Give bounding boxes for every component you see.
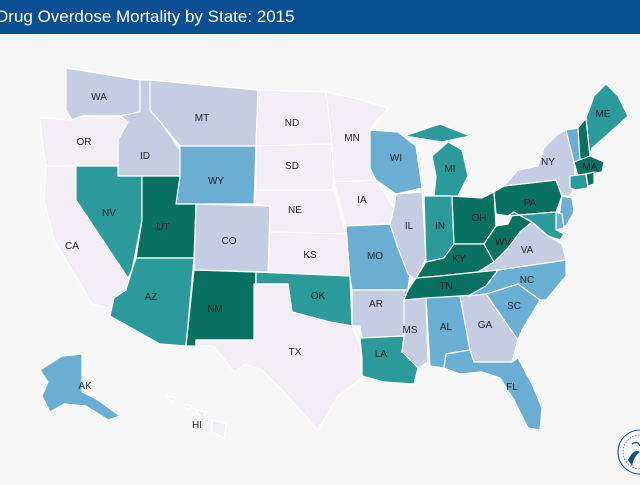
label-AZ: AZ — [145, 292, 158, 303]
label-ID: ID — [140, 151, 150, 162]
lake-superior — [388, 108, 450, 136]
label-AR: AR — [369, 299, 383, 310]
label-NV: NV — [102, 208, 116, 219]
state-MA[interactable] — [573, 155, 605, 177]
state-CT[interactable] — [569, 173, 589, 191]
label-IN: IN — [435, 221, 445, 232]
label-TN: TN — [439, 281, 452, 292]
label-KS: KS — [303, 250, 317, 261]
label-AL: AL — [440, 322, 453, 333]
state-RI[interactable] — [585, 171, 595, 187]
label-ND: ND — [285, 118, 299, 129]
label-AK: AK — [78, 381, 92, 392]
label-MN: MN — [344, 133, 360, 144]
label-OR: OR — [77, 137, 92, 148]
label-PA: PA — [524, 198, 537, 209]
state-TX[interactable] — [195, 283, 363, 431]
label-NE: NE — [288, 205, 302, 216]
state-FL[interactable] — [443, 349, 543, 431]
label-GA: GA — [478, 320, 493, 331]
label-CA: CA — [65, 241, 79, 252]
label-NY: NY — [541, 157, 555, 168]
label-SD: SD — [285, 161, 299, 172]
state-AK[interactable] — [39, 353, 121, 421]
state-labels: WA OR CA ID NV MT WY UT AZ CO NM ND SD N… — [65, 92, 611, 431]
lake-michigan — [418, 148, 430, 190]
label-WI: WI — [390, 153, 402, 164]
state-AZ[interactable] — [109, 257, 195, 347]
label-LA: LA — [375, 349, 388, 360]
label-UT: UT — [156, 222, 169, 233]
label-MT: MT — [195, 113, 209, 124]
label-CO: CO — [222, 236, 237, 247]
label-VA: VA — [521, 245, 534, 256]
label-MO: MO — [367, 251, 383, 262]
label-WV: WV — [495, 237, 511, 248]
state-WI[interactable] — [369, 129, 423, 195]
state-ME[interactable] — [585, 83, 629, 157]
label-FL: FL — [506, 382, 518, 393]
label-IL: IL — [405, 221, 414, 232]
title-bar: Drug Overdose Mortality by State: 2015 — [0, 0, 640, 34]
state-AR[interactable] — [351, 289, 409, 339]
page-title: Drug Overdose Mortality by State: 2015 — [0, 7, 295, 26]
label-MA: MA — [583, 162, 598, 173]
state-MD[interactable] — [507, 211, 565, 241]
us-choropleth-map: WA OR CA ID NV MT WY UT AZ CO NM ND SD N… — [39, 67, 640, 475]
map-area: WA OR CA ID NV MT WY UT AZ CO NM ND SD N… — [0, 34, 640, 480]
label-ME: ME — [596, 109, 611, 120]
label-KY: KY — [452, 254, 466, 265]
label-MS: MS — [403, 325, 418, 336]
label-IA: IA — [357, 195, 367, 206]
hhs-seal-logo — [617, 429, 640, 475]
state-WY[interactable] — [175, 145, 257, 205]
label-WA: WA — [91, 92, 107, 103]
label-SC: SC — [507, 301, 521, 312]
label-NC: NC — [520, 275, 534, 286]
label-HI: HI — [192, 420, 202, 431]
label-WY: WY — [208, 176, 224, 187]
label-OK: OK — [311, 291, 326, 302]
state-NC[interactable] — [467, 259, 567, 301]
state-IL[interactable] — [389, 191, 427, 281]
label-NM: NM — [207, 304, 223, 315]
label-TX: TX — [289, 347, 302, 358]
label-OH: OH — [472, 213, 487, 224]
state-HI[interactable] — [165, 395, 227, 439]
label-MI: MI — [444, 164, 455, 175]
